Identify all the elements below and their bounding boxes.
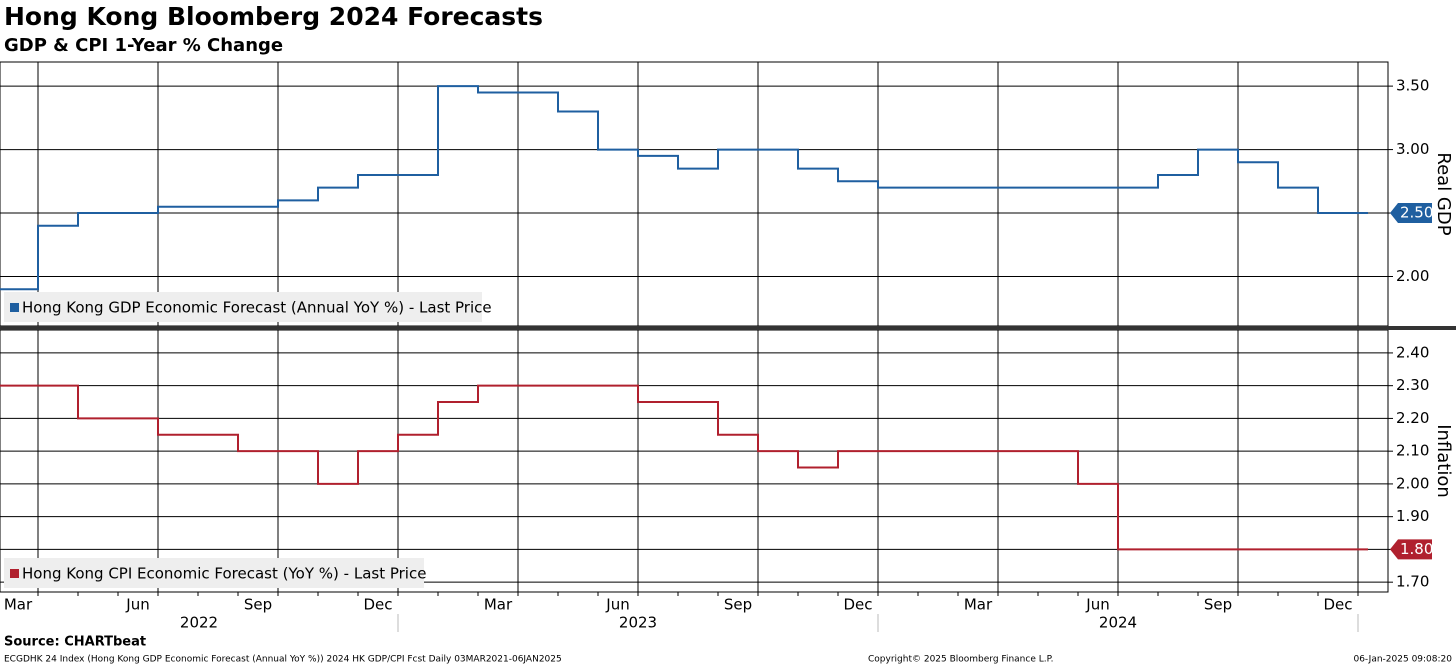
chart-subtitle: GDP & CPI 1-Year % Change [4, 35, 283, 56]
y-tick-label: 2.00 [1396, 267, 1429, 285]
chart-title: Hong Kong Bloomberg 2024 Forecasts [4, 2, 543, 31]
y-tick-label: 3.00 [1396, 140, 1429, 158]
x-tick-label: Dec [363, 596, 392, 614]
legend-bg [4, 292, 482, 322]
y-tick-label: 1.90 [1396, 507, 1429, 525]
footer: 06-Jan-2025 09:08:20 [1353, 655, 1452, 665]
x-tick-label: Jun [1085, 596, 1109, 614]
y-tick-label: 3.50 [1396, 77, 1429, 95]
x-year-label: 2022 [180, 614, 218, 632]
x-tick-label: Sep [244, 596, 272, 614]
last-value-tag [1390, 539, 1432, 560]
x-tick-label: Jun [125, 596, 149, 614]
panel-divider [0, 326, 1456, 330]
last-value-label: 1.80 [1400, 540, 1433, 558]
legend-swatch [10, 569, 19, 578]
y-axis-title: Real GDP [1433, 152, 1454, 235]
y-tick-label: 2.00 [1396, 474, 1429, 492]
x-tick-label: Dec [1323, 596, 1352, 614]
y-axis-title: Inflation [1433, 424, 1454, 498]
y-tick-label: 2.10 [1396, 442, 1429, 460]
y-tick-label: 2.40 [1396, 343, 1429, 361]
plot-frame [0, 329, 1389, 593]
legend-bg [4, 558, 424, 588]
x-tick-label: Sep [1204, 596, 1232, 614]
x-tick-label: Dec [843, 596, 872, 614]
footer: ECGDHK 24 Index (Hong Kong GDP Economic … [4, 655, 562, 665]
legend-swatch [10, 303, 19, 312]
legend-label: Hong Kong CPI Economic Forecast (YoY %) … [22, 565, 426, 583]
x-tick-label: Mar [4, 596, 33, 614]
x-year-label: 2023 [619, 614, 657, 632]
y-tick-label: 2.20 [1396, 409, 1429, 427]
y-tick-label: 2.30 [1396, 376, 1429, 394]
x-tick-label: Mar [964, 596, 993, 614]
legend-label: Hong Kong GDP Economic Forecast (Annual … [22, 299, 492, 317]
footer: Copyright© 2025 Bloomberg Finance L.P. [868, 655, 1053, 665]
x-tick-label: Jun [605, 596, 629, 614]
source: Source: CHARTbeat [4, 635, 146, 650]
plot-frame [0, 61, 1389, 327]
x-tick-label: Mar [484, 596, 513, 614]
data-line [0, 384, 1368, 551]
x-year-label: 2024 [1099, 614, 1137, 632]
data-line [0, 85, 1368, 291]
x-tick-label: Sep [724, 596, 752, 614]
last-value-tag [1390, 203, 1432, 224]
last-value-label: 2.50 [1400, 204, 1433, 222]
y-tick-label: 1.70 [1396, 573, 1429, 591]
